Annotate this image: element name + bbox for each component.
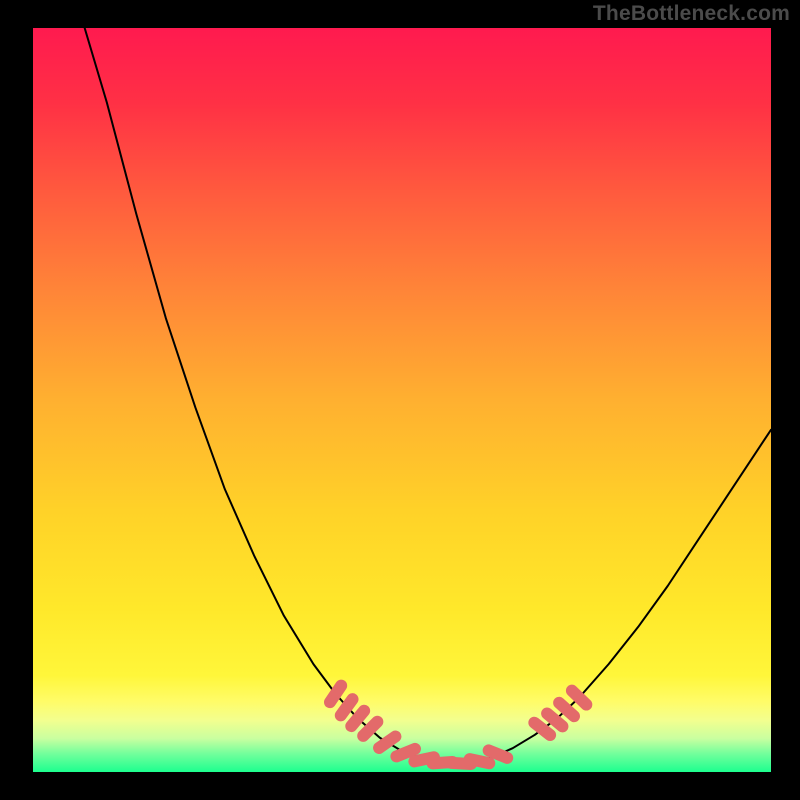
plot-area [33, 28, 771, 772]
bottleneck-curve [85, 28, 771, 763]
chart-frame: TheBottleneck.com [0, 0, 800, 800]
watermark-text: TheBottleneck.com [593, 2, 790, 26]
bottleneck-curve-layer [33, 28, 771, 772]
